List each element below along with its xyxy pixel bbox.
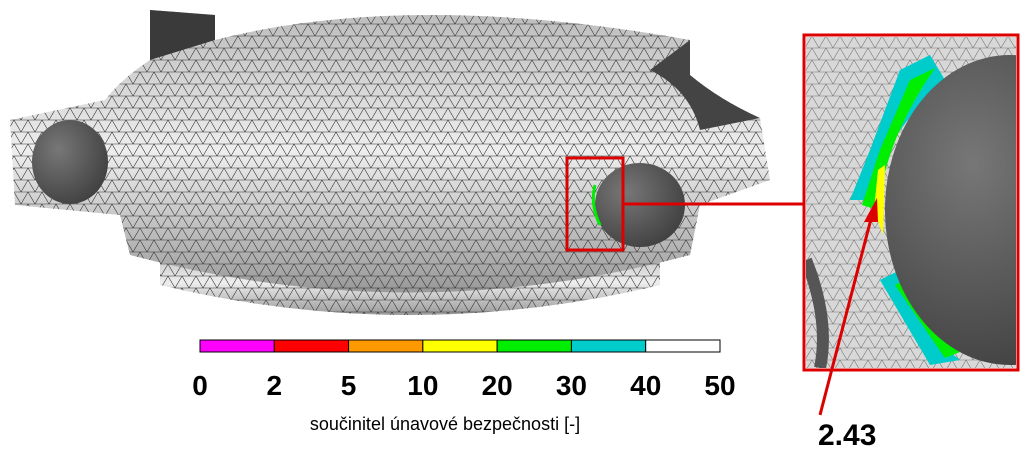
legend-label: součinitel únavové bezpečnosti [-] xyxy=(310,414,580,434)
legend-tick-label: 20 xyxy=(482,370,513,401)
legend-tick-label: 40 xyxy=(630,370,661,401)
legend-swatch xyxy=(348,339,424,353)
legend-swatch xyxy=(570,339,647,353)
legend-tick-label: 50 xyxy=(704,370,735,401)
fem-part xyxy=(10,10,804,315)
legend-tick-label: 30 xyxy=(556,370,587,401)
legend-swatch xyxy=(422,339,498,353)
annotation: 2.43 xyxy=(818,419,876,452)
legend-tick-label: 5 xyxy=(341,370,357,401)
legend-swatch xyxy=(199,339,275,353)
legend-tick-label: 10 xyxy=(407,370,438,401)
legend-tick-label: 2 xyxy=(266,370,282,401)
legend-swatch xyxy=(496,339,572,353)
legend-swatch xyxy=(645,339,721,353)
color-legend: 0 2 5 10 20 30 40 50 xyxy=(192,339,736,401)
legend-swatch xyxy=(273,339,350,353)
zoom-view xyxy=(802,33,1020,416)
legend-tick-label: 0 xyxy=(192,370,208,401)
